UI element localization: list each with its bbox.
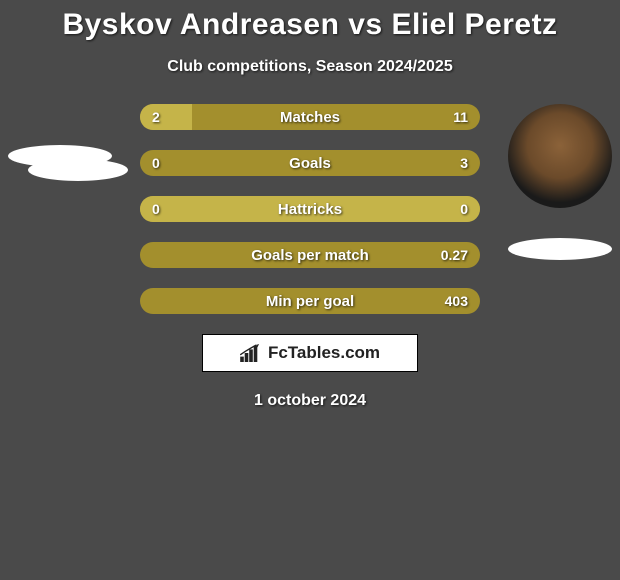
stat-row-min-per-goal: Min per goal 403 bbox=[140, 288, 480, 314]
page-title: Byskov Andreasen vs Eliel Peretz bbox=[0, 8, 620, 42]
player-right-block bbox=[508, 104, 612, 208]
stat-row-hattricks: 0 Hattricks 0 bbox=[140, 196, 480, 222]
stat-right-value: 0.27 bbox=[441, 247, 468, 263]
bar-chart-icon bbox=[240, 344, 262, 362]
stats-area: 2 Matches 11 0 Goals 3 0 Hattricks 0 Goa… bbox=[0, 104, 620, 410]
club-placeholder-icon bbox=[28, 159, 128, 181]
stat-right-value: 11 bbox=[453, 109, 468, 125]
stat-label: Matches bbox=[140, 109, 480, 126]
stat-row-matches: 2 Matches 11 bbox=[140, 104, 480, 130]
player-photo-icon bbox=[508, 104, 612, 208]
subtitle: Club competitions, Season 2024/2025 bbox=[0, 58, 620, 76]
stat-bars: 2 Matches 11 0 Goals 3 0 Hattricks 0 Goa… bbox=[140, 104, 480, 314]
stat-row-goals: 0 Goals 3 bbox=[140, 150, 480, 176]
club-right-logo bbox=[508, 238, 612, 260]
stat-label: Min per goal bbox=[140, 293, 480, 310]
stat-right-value: 403 bbox=[445, 293, 468, 309]
stat-right-value: 0 bbox=[460, 201, 468, 217]
stat-label: Goals bbox=[140, 155, 480, 172]
brand-label: FcTables.com bbox=[268, 343, 380, 363]
comparison-widget: Byskov Andreasen vs Eliel Peretz Club co… bbox=[0, 0, 620, 410]
player-right-avatar bbox=[508, 104, 612, 208]
player-left-avatar bbox=[8, 104, 112, 208]
stat-label: Hattricks bbox=[140, 201, 480, 218]
branding-box: FcTables.com bbox=[202, 334, 418, 372]
stat-label: Goals per match bbox=[140, 247, 480, 264]
stat-right-value: 3 bbox=[460, 155, 468, 171]
date-label: 1 october 2024 bbox=[0, 392, 620, 410]
player-left-block bbox=[8, 104, 112, 208]
stat-row-goals-per-match: Goals per match 0.27 bbox=[140, 242, 480, 268]
